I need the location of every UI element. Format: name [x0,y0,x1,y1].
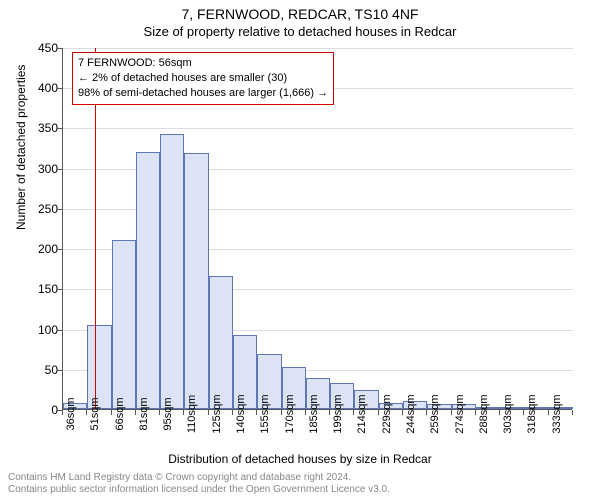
x-tick-mark [62,410,63,415]
y-tick-mark [57,289,62,290]
x-tick-mark [329,410,330,415]
x-tick-label: 333sqm [551,394,563,433]
chart-subtitle: Size of property relative to detached ho… [0,24,600,39]
x-tick-label: 81sqm [138,397,150,430]
footer-attribution: Contains HM Land Registry data © Crown c… [8,472,390,496]
x-tick-mark [426,410,427,415]
y-tick-mark [57,370,62,371]
histogram-bar [112,240,136,409]
footer-line-2: Contains public sector information licen… [8,484,390,495]
callout-box: 7 FERNWOOD: 56sqm← 2% of detached houses… [72,52,334,105]
x-tick-label: 36sqm [65,397,77,430]
x-tick-mark [111,410,112,415]
x-tick-mark [499,410,500,415]
x-tick-mark [281,410,282,415]
y-tick-mark [57,209,62,210]
x-tick-mark [353,410,354,415]
x-tick-label: 318sqm [526,394,538,433]
y-tick-label: 150 [22,282,58,296]
x-tick-label: 274sqm [454,394,466,433]
x-tick-mark [523,410,524,415]
x-tick-label: 51sqm [89,397,101,430]
x-tick-mark [256,410,257,415]
x-tick-label: 229sqm [381,394,393,433]
footer-line-1: Contains HM Land Registry data © Crown c… [8,472,351,483]
y-tick-label: 200 [22,242,58,256]
x-tick-label: 66sqm [114,397,126,430]
x-tick-label: 95sqm [162,397,174,430]
y-tick-label: 0 [22,403,58,417]
x-tick-label: 244sqm [405,394,417,433]
x-tick-mark [232,410,233,415]
y-tick-label: 450 [22,41,58,55]
x-tick-label: 170sqm [284,394,296,433]
x-tick-mark [208,410,209,415]
histogram-bar [209,276,233,409]
x-tick-label: 185sqm [308,394,320,433]
y-tick-mark [57,128,62,129]
y-tick-label: 300 [22,162,58,176]
y-tick-label: 350 [22,121,58,135]
histogram-bar [160,134,184,409]
x-tick-mark [183,410,184,415]
grid-line [63,128,573,129]
x-tick-mark [135,410,136,415]
y-tick-label: 100 [22,323,58,337]
x-tick-mark [572,410,573,415]
x-tick-mark [402,410,403,415]
x-tick-label: 199sqm [332,394,344,433]
x-tick-mark [451,410,452,415]
y-tick-label: 50 [22,363,58,377]
x-tick-mark [305,410,306,415]
callout-line: 98% of semi-detached houses are larger (… [78,86,328,101]
y-tick-mark [57,88,62,89]
x-tick-mark [475,410,476,415]
x-tick-label: 155sqm [259,394,271,433]
histogram-chart: 7, FERNWOOD, REDCAR, TS10 4NF Size of pr… [0,0,600,500]
callout-line: ← 2% of detached houses are smaller (30) [78,71,328,86]
histogram-bar [87,325,111,409]
histogram-bar [184,153,208,409]
histogram-bar [136,152,160,409]
x-tick-label: 259sqm [429,394,441,433]
x-tick-label: 303sqm [502,394,514,433]
x-tick-mark [378,410,379,415]
grid-line [63,48,573,49]
x-tick-mark [548,410,549,415]
x-axis-label: Distribution of detached houses by size … [0,452,600,466]
y-tick-mark [57,330,62,331]
x-tick-label: 214sqm [356,394,368,433]
x-tick-mark [86,410,87,415]
y-tick-mark [57,169,62,170]
x-tick-label: 125sqm [211,394,223,433]
x-tick-label: 110sqm [186,395,198,433]
y-tick-mark [57,48,62,49]
y-tick-label: 400 [22,81,58,95]
x-tick-label: 288sqm [478,394,490,433]
callout-line: 7 FERNWOOD: 56sqm [78,56,328,71]
chart-title: 7, FERNWOOD, REDCAR, TS10 4NF [0,6,600,22]
y-tick-label: 250 [22,202,58,216]
x-tick-mark [159,410,160,415]
x-tick-label: 140sqm [235,394,247,433]
y-tick-mark [57,249,62,250]
